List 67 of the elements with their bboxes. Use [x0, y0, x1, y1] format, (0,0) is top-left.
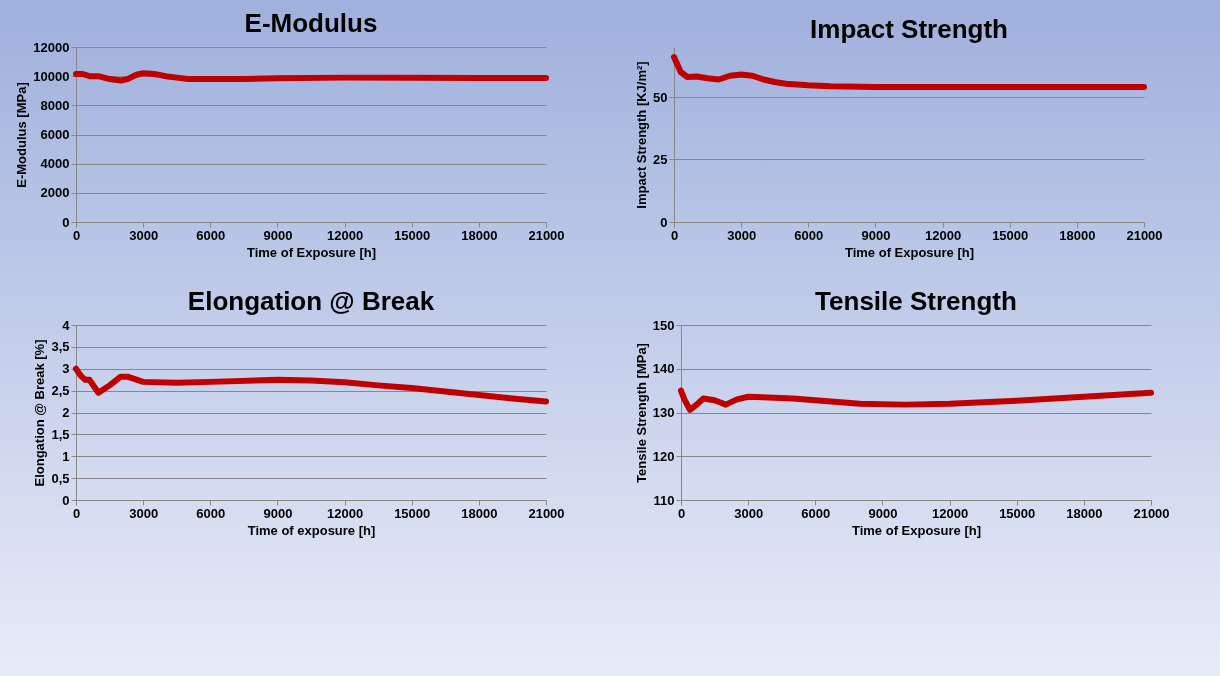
x-tick-label: 18000	[1066, 505, 1103, 521]
x-tick-label: 0	[72, 505, 81, 521]
x-tick-label: 21000	[1126, 227, 1163, 243]
x-tick-label: 21000	[528, 227, 565, 243]
x-tick-label: 6000	[794, 227, 824, 243]
chart-title: E-Modulus	[244, 8, 378, 38]
y-tick-label: 10000	[33, 68, 70, 84]
x-tick-label: 6000	[801, 505, 831, 521]
x-tick-label: 18000	[1059, 227, 1096, 243]
x-tick-label: 15000	[992, 227, 1029, 243]
x-tick-label: 3000	[734, 505, 764, 521]
x-tick-label: 12000	[326, 505, 364, 521]
y-tick-label: 2000	[40, 185, 70, 201]
x-tick-label: 9000	[263, 227, 293, 243]
x-tick-label: 3000	[129, 505, 159, 521]
x-tick-label: 6000	[196, 505, 226, 521]
y-tick-label: 8000	[40, 97, 70, 113]
x-tick-label: 15000	[394, 227, 431, 243]
y-tick-label: 6000	[40, 127, 70, 142]
x-tick-label: 0	[677, 505, 686, 521]
x-tick-label: 3000	[727, 227, 757, 243]
y-tick-label: 4000	[40, 156, 70, 172]
y-tick-label: 2,5	[51, 383, 70, 399]
x-axis-title: Time of exposure [h]	[247, 522, 376, 538]
y-tick-label: 3,5	[51, 339, 70, 355]
y-tick-label: 120	[652, 448, 675, 464]
y-tick-label: 0	[62, 492, 70, 508]
x-tick-label: 21000	[528, 505, 565, 521]
x-axis-title: Time of Exposure [h]	[246, 244, 377, 260]
chart-title: Elongation @ Break	[187, 286, 435, 316]
y-tick-label: 2	[62, 405, 70, 420]
chart-title: Tensile Strength	[815, 286, 1017, 316]
y-tick-label: 0,5	[51, 470, 70, 486]
y-tick-label: 3	[62, 361, 70, 377]
y-axis-title: Elongation @ Break [%]	[32, 339, 48, 487]
x-tick-label: 3000	[129, 227, 159, 243]
x-tick-label: 15000	[394, 505, 431, 521]
y-tick-label: 1	[62, 448, 70, 464]
x-tick-label: 9000	[263, 505, 293, 521]
x-tick-label: 6000	[196, 227, 226, 243]
y-tick-label: 0	[660, 214, 668, 230]
y-tick-label: 12000	[33, 39, 70, 55]
chart-title: Impact Strength	[810, 14, 1008, 44]
x-tick-label: 12000	[931, 505, 969, 521]
y-tick-label: 4	[62, 317, 71, 333]
y-tick-label: 0	[62, 214, 70, 230]
y-tick-label: 150	[652, 317, 675, 333]
x-axis-title: Time of Exposure [h]	[851, 522, 982, 538]
x-tick-label: 0	[72, 227, 81, 243]
y-tick-label: 130	[652, 405, 675, 420]
y-axis-title: Tensile Strength [MPa]	[633, 343, 649, 483]
y-tick-label: 1,5	[51, 426, 70, 442]
y-axis-title: E-Modulus [MPa]	[14, 82, 30, 188]
x-tick-label: 18000	[461, 505, 498, 521]
x-axis-title: Time of Exposure [h]	[844, 244, 975, 260]
x-tick-label: 21000	[1133, 505, 1170, 521]
x-tick-label: 12000	[326, 227, 364, 243]
y-axis-title: Impact Strength [KJ/m²]	[634, 61, 650, 209]
x-tick-label: 18000	[461, 227, 498, 243]
y-tick-label: 25	[653, 152, 668, 167]
x-tick-label: 12000	[924, 227, 962, 243]
y-tick-label: 110	[653, 492, 675, 508]
x-tick-label: 9000	[861, 227, 891, 243]
y-tick-label: 140	[652, 361, 675, 377]
x-tick-label: 15000	[999, 505, 1036, 521]
y-tick-label: 50	[653, 89, 668, 105]
x-tick-label: 9000	[868, 505, 898, 521]
